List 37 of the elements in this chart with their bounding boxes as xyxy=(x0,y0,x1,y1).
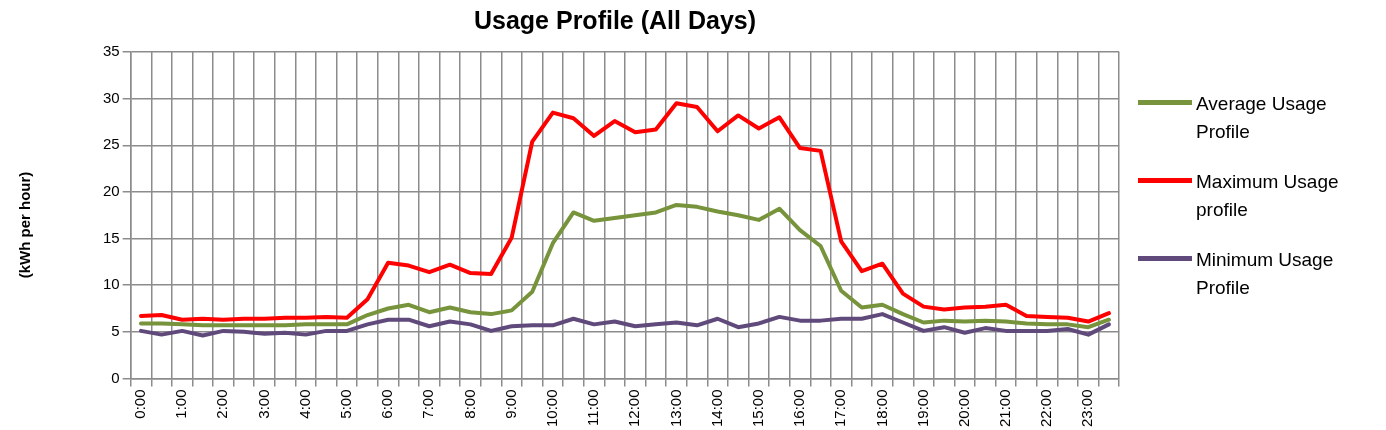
chart-title: Usage Profile (All Days) xyxy=(473,6,757,35)
y-tick-label: 5 xyxy=(111,321,120,339)
x-tick-label: 10:00 xyxy=(543,389,560,428)
x-tick-label: 13:00 xyxy=(666,389,684,428)
x-tick-label: 0:00 xyxy=(131,389,149,419)
x-tick-label: 9:00 xyxy=(501,389,519,419)
x-tick-label: 2:00 xyxy=(213,389,231,419)
x-tick-label: 21:00 xyxy=(996,389,1014,428)
y-tick-label: 15 xyxy=(103,228,120,246)
x-tick-label: 1:00 xyxy=(172,389,190,419)
legend-label: Minimum Usage Profile xyxy=(1196,248,1335,300)
y-tick-label: 35 xyxy=(103,42,120,60)
y-tick-label: 30 xyxy=(103,88,120,106)
x-tick-label: 5:00 xyxy=(337,389,355,419)
x-tick-label: 18:00 xyxy=(872,389,890,428)
x-tick-label: 12:00 xyxy=(625,389,643,428)
x-tick-label: 8:00 xyxy=(460,389,478,419)
x-tick-label: 3:00 xyxy=(254,389,272,419)
x-tick-label: 19:00 xyxy=(913,389,931,428)
y-tick-label: 0 xyxy=(111,368,120,386)
x-tick-label: 6:00 xyxy=(378,389,396,419)
x-tick-label: 7:00 xyxy=(419,389,437,419)
x-tick-label: 23:00 xyxy=(1078,389,1096,428)
x-tick-label: 14:00 xyxy=(707,389,725,428)
x-tick-label: 20:00 xyxy=(954,389,972,428)
x-tick-label: 17:00 xyxy=(831,389,849,428)
y-tick-label: 25 xyxy=(103,135,120,153)
x-tick-label: 15:00 xyxy=(748,389,766,428)
x-tick-label: 16:00 xyxy=(790,389,808,428)
legend-label: Average Usage Profile xyxy=(1196,92,1328,144)
y-tick-label: 10 xyxy=(103,275,120,293)
legend-label: Maximum Usage profile xyxy=(1196,170,1340,222)
x-tick-label: 11:00 xyxy=(584,389,602,426)
x-tick-label: 22:00 xyxy=(1037,389,1055,428)
y-tick-label: 20 xyxy=(103,182,120,200)
x-tick-label: 4:00 xyxy=(295,389,313,419)
y-axis-title: (kWh per hour) xyxy=(15,171,33,279)
